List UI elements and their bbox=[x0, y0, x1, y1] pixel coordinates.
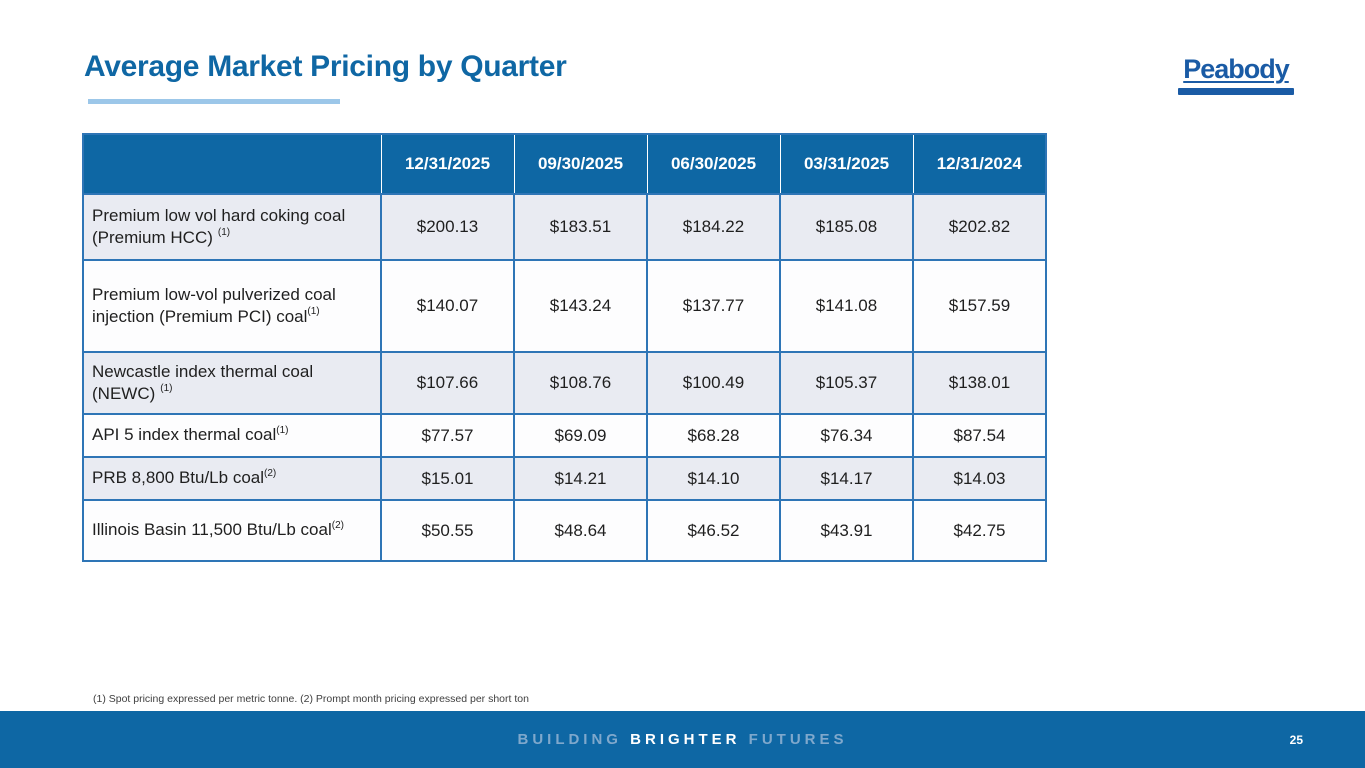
row-label: PRB 8,800 Btu/Lb coal bbox=[92, 468, 265, 488]
footnote-reference: (1) bbox=[160, 383, 173, 395]
peabody-logo-underline-bar bbox=[1178, 88, 1294, 95]
row-label-cell: Premium low vol hard coking coal (Premiu… bbox=[82, 193, 382, 261]
price-value-cell: $14.21 bbox=[513, 456, 648, 501]
price-value-cell: $43.91 bbox=[779, 499, 914, 562]
price-value-cell: $14.10 bbox=[646, 456, 781, 501]
row-label: Newcastle index thermal coal (NEWC) bbox=[92, 361, 314, 403]
row-label: Illinois Basin 11,500 Btu/Lb coal bbox=[92, 520, 332, 540]
row-label-cell: Premium low-vol pulverized coal injectio… bbox=[82, 259, 382, 353]
page-number: 25 bbox=[1289, 732, 1303, 747]
footer-word-futures: FUTURES bbox=[740, 731, 848, 748]
title-underline-accent bbox=[88, 99, 340, 104]
price-value-cell: $200.13 bbox=[380, 193, 515, 261]
price-value-cell: $14.17 bbox=[779, 456, 914, 501]
peabody-logo-wordmark: Peabody bbox=[1183, 54, 1290, 84]
footnote-reference: (1) bbox=[307, 306, 320, 318]
table-header-row: 12/31/2025 09/30/2025 06/30/2025 03/31/2025… bbox=[83, 134, 1046, 195]
column-header-date: 12/31/2025 bbox=[380, 134, 514, 195]
footnote-text: (1) Spot pricing expressed per metric to… bbox=[93, 693, 529, 705]
footer-word-building: BUILDING bbox=[517, 731, 631, 748]
column-header-date: 12/31/2024 bbox=[912, 134, 1046, 195]
footnote-reference: (2) bbox=[264, 467, 277, 479]
price-value-cell: $48.64 bbox=[513, 499, 648, 562]
table-row: Premium low vol hard coking coal (Premiu… bbox=[82, 193, 1047, 261]
row-label-cell: Newcastle index thermal coal (NEWC) (1) bbox=[82, 351, 382, 415]
table-row: PRB 8,800 Btu/Lb coal(2) $15.01 $14.21 $14.… bbox=[82, 456, 1047, 501]
price-value-cell: $143.24 bbox=[513, 259, 648, 353]
price-value-cell: $108.76 bbox=[513, 351, 648, 415]
table-row: API 5 index thermal coal(1) $77.57 $69.09 $… bbox=[82, 413, 1047, 458]
column-header-empty bbox=[83, 134, 381, 195]
price-value-cell: $140.07 bbox=[380, 259, 515, 353]
table-row: Newcastle index thermal coal (NEWC) (1) $1… bbox=[82, 351, 1047, 415]
row-label-cell: API 5 index thermal coal(1) bbox=[82, 413, 382, 458]
price-value-cell: $138.01 bbox=[912, 351, 1047, 415]
table-row: Illinois Basin 11,500 Btu/Lb coal(2) $50.… bbox=[82, 499, 1047, 562]
price-value-cell: $69.09 bbox=[513, 413, 648, 458]
price-value-cell: $183.51 bbox=[513, 193, 648, 261]
table-body: Premium low vol hard coking coal (Premiu… bbox=[82, 193, 1047, 562]
price-value-cell: $202.82 bbox=[912, 193, 1047, 261]
footnote-reference: (1) bbox=[276, 424, 289, 436]
row-label: Premium low vol hard coking coal (Premiu… bbox=[92, 205, 346, 247]
price-value-cell: $100.49 bbox=[646, 351, 781, 415]
footnote-reference: (2) bbox=[331, 519, 344, 531]
price-value-cell: $50.55 bbox=[380, 499, 515, 562]
market-pricing-table: 12/31/2025 09/30/2025 06/30/2025 03/31/2025… bbox=[82, 133, 1047, 562]
price-value-cell: $105.37 bbox=[779, 351, 914, 415]
column-header-date: 03/31/2025 bbox=[779, 134, 913, 195]
price-value-cell: $68.28 bbox=[646, 413, 781, 458]
price-value-cell: $14.03 bbox=[912, 456, 1047, 501]
column-header-date: 06/30/2025 bbox=[646, 134, 780, 195]
price-value-cell: $107.66 bbox=[380, 351, 515, 415]
price-value-cell: $141.08 bbox=[779, 259, 914, 353]
row-label: Premium low-vol pulverized coal injectio… bbox=[92, 284, 336, 326]
price-value-cell: $87.54 bbox=[912, 413, 1047, 458]
footer-word-brighter: BRIGHTER bbox=[630, 731, 741, 748]
row-label-cell: PRB 8,800 Btu/Lb coal(2) bbox=[82, 456, 382, 501]
table-row: Premium low-vol pulverized coal injectio… bbox=[82, 259, 1047, 353]
price-value-cell: $15.01 bbox=[380, 456, 515, 501]
peabody-logo: Peabody bbox=[1178, 54, 1294, 95]
price-value-cell: $77.57 bbox=[380, 413, 515, 458]
price-value-cell: $46.52 bbox=[646, 499, 781, 562]
row-label: API 5 index thermal coal bbox=[92, 425, 277, 445]
footer-tagline: BUILDING BRIGHTER FUTURES bbox=[517, 731, 847, 748]
price-value-cell: $157.59 bbox=[912, 259, 1047, 353]
price-value-cell: $137.77 bbox=[646, 259, 781, 353]
price-value-cell: $184.22 bbox=[646, 193, 781, 261]
column-header-date: 09/30/2025 bbox=[513, 134, 647, 195]
row-label-cell: Illinois Basin 11,500 Btu/Lb coal(2) bbox=[82, 499, 382, 562]
footer-bar: BUILDING BRIGHTER FUTURES 25 bbox=[0, 711, 1365, 768]
price-value-cell: $42.75 bbox=[912, 499, 1047, 562]
price-value-cell: $76.34 bbox=[779, 413, 914, 458]
page-title: Average Market Pricing by Quarter bbox=[84, 50, 567, 83]
footnote-reference: (1) bbox=[217, 227, 231, 239]
price-value-cell: $185.08 bbox=[779, 193, 914, 261]
